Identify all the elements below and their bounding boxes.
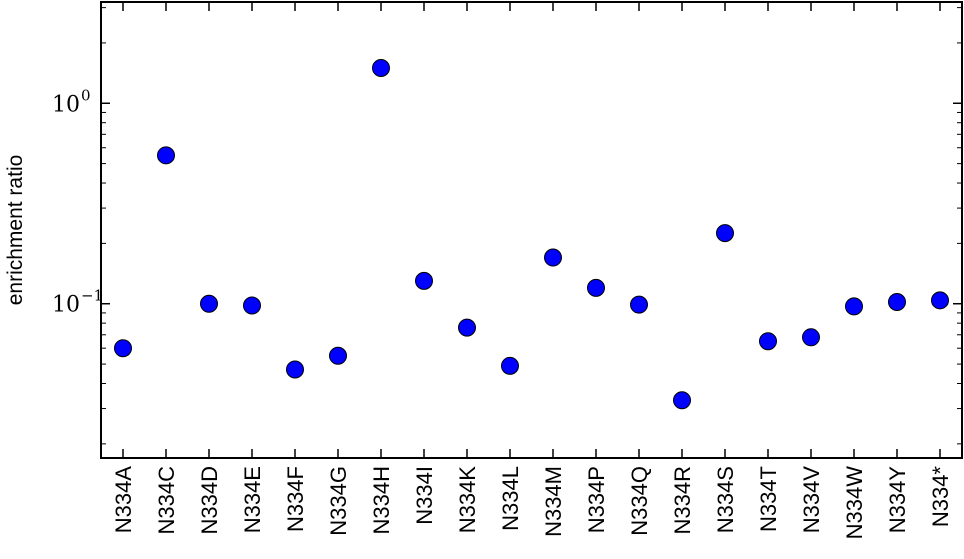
x-tick-label: N334W [842,466,867,540]
x-tick-label: N334L [498,466,523,531]
x-tick-label: N334Q [627,466,652,536]
x-tick-label: N334Y [885,466,910,534]
x-tick-label: N334H [369,466,394,534]
x-tick-label: N334T [756,466,781,532]
data-point [329,346,347,365]
x-tick-label: N334A [111,466,136,534]
y-axis-label: enrichment ratio [4,155,27,306]
data-point [157,146,175,165]
data-point [458,318,476,337]
data-point [501,356,519,375]
data-point [931,291,949,310]
data-point [243,296,261,315]
plot-area [100,1,963,459]
x-tick-label: N334K [455,466,480,534]
x-tick-label: N334C [154,466,179,535]
x-tick-label: N334S [713,466,738,533]
x-tick-label: N334G [326,466,351,536]
data-point [372,58,390,77]
data-point [716,224,734,243]
x-tick-label: N334F [283,466,308,532]
data-point [114,339,132,358]
data-point [888,293,906,312]
y-tick-exponent: 0 [81,86,91,104]
y-tick-exponent: −1 [81,287,103,305]
x-tick-label: N334V [799,466,824,534]
x-axis-ticks: N334A N334C N334D N334E N334F N334G N334H N334I… [111,2,953,539]
x-tick-label: N334P [584,466,609,533]
y-tick-label: 10 [52,293,80,318]
data-point [845,297,863,316]
x-tick-label: N334* [928,466,953,528]
data-point [587,278,605,297]
x-tick-label: N334R [670,466,695,534]
data-point [673,391,691,410]
x-tick-label: N334I [412,466,437,525]
data-points [114,58,949,410]
data-point [544,248,562,267]
data-point [415,271,433,290]
x-tick-label: N334E [240,466,265,533]
data-point [286,360,304,379]
y-tick-label: 10 [52,92,80,117]
data-point [630,295,648,314]
data-point [802,328,820,347]
data-point [759,332,777,351]
x-tick-label: N334D [197,466,222,534]
x-tick-label: N334M [541,466,566,537]
data-point [200,294,218,313]
